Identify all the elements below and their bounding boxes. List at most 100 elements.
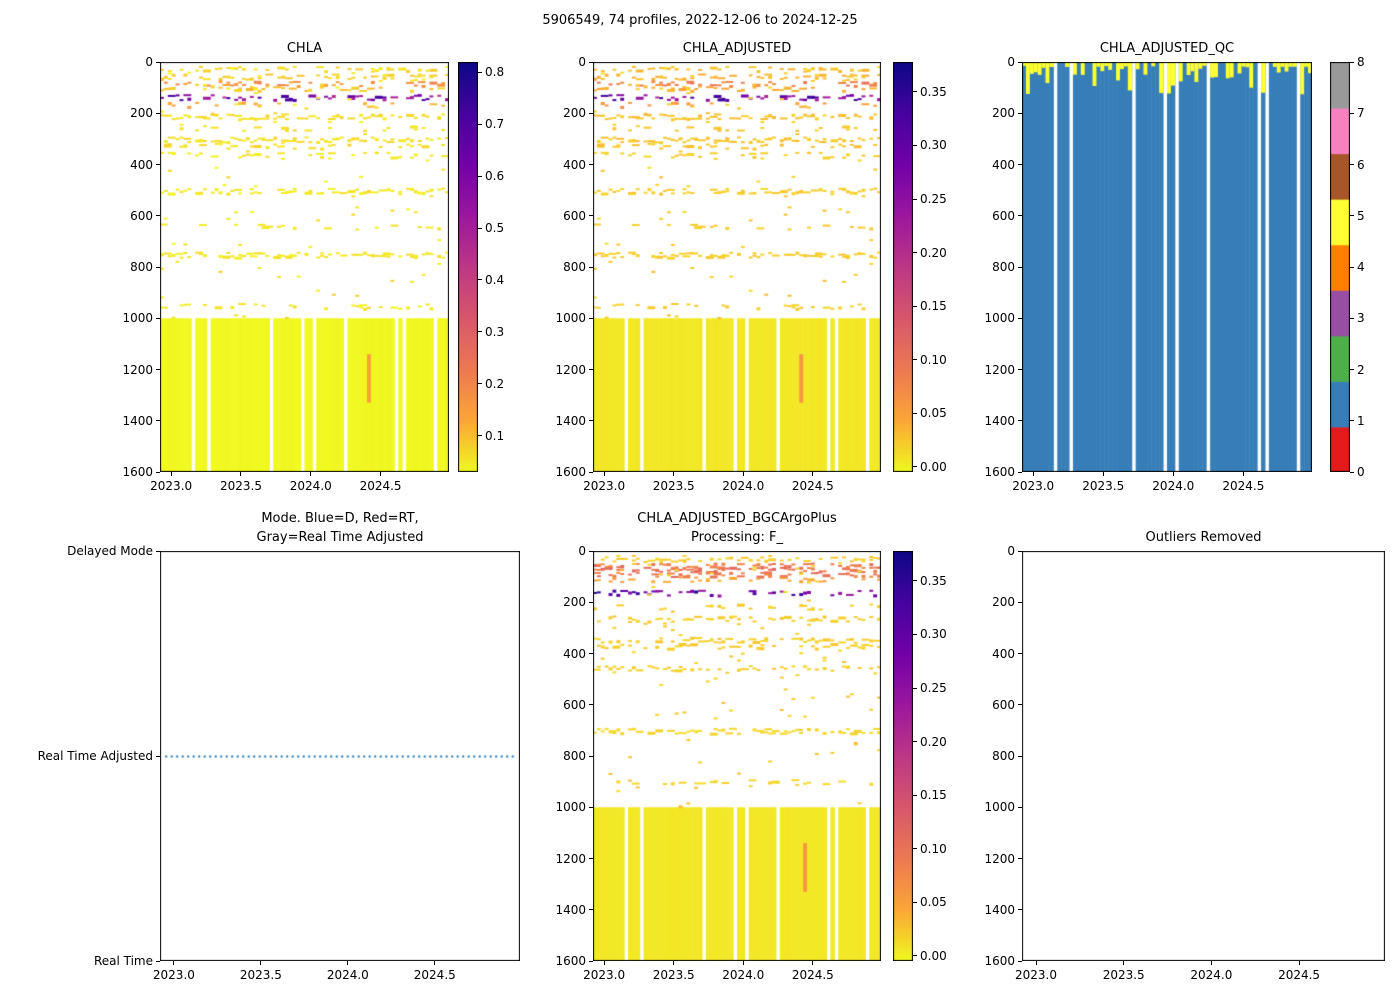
x-tick-mark [1032,472,1034,476]
colorbar-tick-label: 0.7 [485,117,505,132]
bgc-title: CHLA_ADJUSTED_BGCArgoPlus [637,511,837,526]
x-tick-label: 2024.5 [413,968,456,982]
x-tick-mark [1210,961,1212,965]
colorbar-tick-mark [913,741,917,743]
colorbar-tick-mark [913,794,917,796]
mode-title: Mode. Blue=D, Red=RT, [261,511,419,526]
y-tick-mark [589,420,593,422]
y-tick-mark [589,550,593,552]
colorbar-tick-mark [478,71,482,73]
y-tick-mark [589,61,593,63]
x-tick-mark [434,961,436,965]
colorbar-tick-mark [913,687,917,689]
y-tick-label: 800 [992,260,1015,274]
colorbar-tick-label: 2 [1357,362,1365,377]
colorbar-tick-mark [1350,317,1354,319]
x-tick-label: 2024.0 [1152,479,1195,493]
colorbar-tick-mark [913,91,917,93]
y-tick-mark [589,755,593,757]
mode-subtitle: Gray=Real Time Adjusted [256,530,424,545]
figure-title: 5906549, 74 profiles, 2022-12-06 to 2024… [542,13,858,28]
y-tick-label: 1600 [555,954,586,968]
y-tick-label: 600 [992,208,1015,223]
y-tick-label: 1200 [984,362,1015,377]
y-tick-label: 1000 [555,800,586,815]
y-tick-label: 800 [563,260,586,274]
bgc-subtitle: Processing: F_ [691,530,783,545]
y-tick-label: 1200 [984,851,1015,866]
y-tick-mark [1018,61,1022,63]
y-tick-label: 400 [992,646,1015,661]
colorbar-tick-label: 0.25 [920,681,947,696]
y-tick-mark [156,215,160,217]
y-tick-label: 1200 [555,362,586,377]
x-tick-label: 2023.0 [1012,479,1055,493]
colorbar-tick-mark [478,123,482,125]
y-tick-mark [156,61,160,63]
x-tick-label: 2024.0 [289,479,332,493]
colorbar-tick-label: 7 [1357,106,1365,121]
colorbar-tick-mark [913,466,917,468]
colorbar-tick-label: 4 [1357,260,1365,274]
y-tick-mark [1018,550,1022,552]
x-tick-label: 2023.0 [150,479,193,493]
y-tick-mark [156,112,160,114]
x-tick-label: 2023.5 [239,968,282,982]
colorbar-tick-label: 0.20 [920,245,947,260]
y-tick-mark [156,317,160,319]
y-tick-label: 1600 [984,954,1015,968]
colorbar-tick-label: 0.3 [485,324,505,339]
colorbar-tick-label: 0.1 [485,428,505,443]
y-tick-mark [156,550,160,552]
y-tick-label: 200 [992,106,1015,121]
y-tick-label: 1600 [984,465,1015,479]
colorbar-tick-mark [913,633,917,635]
colorbar-tick-label: 0.15 [920,299,947,314]
y-tick-mark [1018,960,1022,962]
y-tick-mark [156,164,160,165]
colorbar-tick-mark [913,144,917,146]
x-tick-mark [240,472,242,476]
y-tick-mark [1018,601,1022,603]
y-tick-mark [1018,420,1022,422]
y-tick-mark [1018,909,1022,911]
y-tick-mark [589,858,593,859]
outliers-titlebox: Outliers Removed [1022,505,1385,547]
colorbar-tick-mark [1350,215,1354,217]
colorbar-tick-label: 0.8 [485,65,505,80]
y-tick-mark [156,471,160,473]
y-tick-mark [1018,858,1022,859]
y-tick-label: 400 [130,157,153,172]
outliers-plot-canvas [1022,551,1385,961]
y-tick-mark [156,369,160,370]
x-tick-mark [170,472,172,476]
x-tick-mark [1035,961,1037,965]
y-tick-mark [1018,806,1022,808]
chla-adjusted-colorbar [893,62,913,472]
y-tick-label: 600 [992,697,1015,712]
x-tick-mark [1172,472,1174,476]
mode-plot-canvas [160,551,520,961]
y-tick-label: 600 [563,208,586,223]
colorbar-tick-label: 0 [1357,465,1365,479]
colorbar-tick-label: 0.10 [920,841,947,856]
x-tick-label: 2024.0 [722,479,765,493]
colorbar-tick-label: 0.35 [920,573,947,588]
x-tick-label: 2024.5 [791,968,834,982]
y-tick-mark [1018,704,1022,706]
qc-titlebox: CHLA_ADJUSTED_QC [1022,16,1312,58]
x-tick-mark [742,472,744,476]
bgc-colorbar [893,551,913,961]
y-tick-mark [1018,755,1022,757]
colorbar-tick-label: 0.20 [920,734,947,749]
y-tick-label: 400 [992,157,1015,172]
y-tick-mark [589,653,593,654]
colorbar-tick-mark [913,252,917,254]
x-tick-label: 2023.5 [652,968,695,982]
colorbar-tick-mark [478,383,482,385]
colorbar-tick-mark [1350,471,1354,473]
y-tick-label: 1000 [984,800,1015,815]
chla-colorbar [458,62,478,472]
colorbar-tick-mark [1350,266,1354,268]
y-tick-mark [1018,471,1022,473]
